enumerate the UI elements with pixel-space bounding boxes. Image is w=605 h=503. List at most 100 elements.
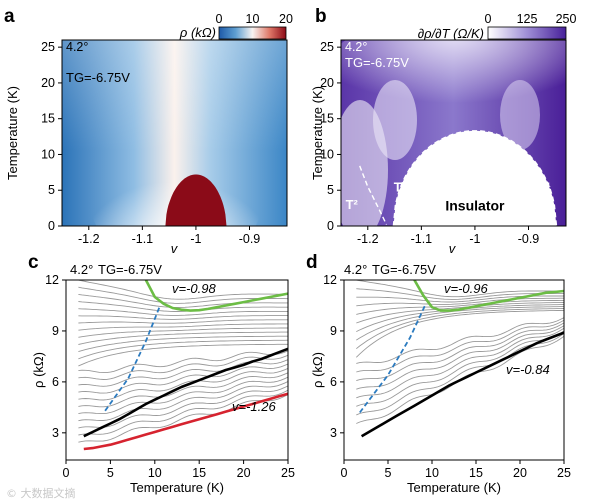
gray-curve-c-11 <box>78 343 288 367</box>
gray-curve-c-6 <box>78 367 288 401</box>
series-label-c-green: v=-0.98 <box>172 281 216 296</box>
ytick-label-b-3: 15 <box>320 112 334 126</box>
region-label-0: T¹ <box>394 180 406 195</box>
gray-curve-c-8 <box>78 359 288 387</box>
xtick-label-d-5: 25 <box>557 466 571 480</box>
series-label-d-black: v=-0.84 <box>506 362 550 377</box>
xtick-label-c-4: 20 <box>237 466 251 480</box>
ytick-label-c-2: 9 <box>52 324 59 338</box>
ylabel-d: ρ (kΩ) <box>310 352 325 388</box>
gray-curve-d-14 <box>356 297 564 307</box>
ytick-label-d-1: 6 <box>330 375 337 389</box>
xtick-label-d-4: 20 <box>513 466 527 480</box>
gray-curve-d-10 <box>356 306 564 341</box>
colorbar-a <box>218 26 287 40</box>
ylabel-c: ρ (kΩ) <box>31 352 46 388</box>
corner-label-c: 4.2° <box>70 262 93 277</box>
region-label-1: T¹ <box>538 180 550 195</box>
gray-curve-c-1 <box>78 389 288 436</box>
gray-curve-family-d <box>355 280 564 424</box>
xlabel-b: v <box>449 241 457 256</box>
gray-curve-d-13 <box>356 299 564 315</box>
ytick-label-b-1: 5 <box>327 183 334 197</box>
colorbar-b <box>487 26 567 40</box>
xtick-label-b-2: -1 <box>469 232 480 246</box>
gray-curve-d-9 <box>356 308 564 350</box>
panel-label-b: b <box>315 6 327 27</box>
gray-curve-d-4 <box>356 325 564 390</box>
xtick-label-a-0: -1.2 <box>78 232 100 246</box>
gray-curve-c-4 <box>78 376 288 415</box>
xlabel-d: Temperature (K) <box>407 480 501 495</box>
colorbar-a-label: ρ (kΩ) <box>179 25 216 40</box>
gray-curve-c-12 <box>78 339 288 360</box>
gray-curve-c-18 <box>78 315 288 320</box>
series-line-d-1 <box>360 331 564 438</box>
ytick-label-a-5: 25 <box>41 40 55 54</box>
tg-annotation-a: TG=-6.75V <box>66 70 130 85</box>
panel-c-line-chart: 0 5 10 15 20 25 3 6 9 12 4.2° TG=-6.75V Temperatu… <box>31 262 295 495</box>
gray-curve-c-7 <box>78 363 288 394</box>
xtick-label-c-2: 10 <box>148 466 162 480</box>
colorbar-b-tick-1: 125 <box>517 12 538 26</box>
colorbar-b-tick-0: 0 <box>485 12 492 26</box>
series-line-c-0 <box>144 280 288 312</box>
xtick-label-b-3: -0.9 <box>518 232 540 246</box>
gray-curve-d-5 <box>356 322 564 382</box>
ytick-label-b-4: 20 <box>320 76 334 90</box>
colorbar-a-tick-1: 10 <box>246 12 260 26</box>
series-label-d-green: v=-0.96 <box>444 281 488 296</box>
panel-d-line-chart: 0 5 10 15 20 25 3 6 9 12 4.2° TG=-6.75V Temperatu… <box>310 262 571 495</box>
gray-curve-c-20 <box>78 301 288 312</box>
gray-curve-d-6 <box>356 319 564 373</box>
gray-curve-c-10 <box>78 350 288 374</box>
ytick-label-a-3: 15 <box>41 112 55 126</box>
ylabel-a: Temperature (K) <box>5 86 20 180</box>
heatmap-a-image <box>62 40 287 226</box>
gray-curve-d-17 <box>356 280 564 298</box>
ytick-label-d-2: 9 <box>330 324 337 338</box>
ytick-label-a-0: 0 <box>48 219 55 233</box>
gray-curve-d-12 <box>356 302 564 324</box>
gray-curve-d-1 <box>356 333 564 416</box>
xtick-label-d-1: 5 <box>385 466 392 480</box>
gray-curve-d-3 <box>356 327 564 399</box>
ytick-label-d-3: 12 <box>323 273 337 287</box>
gray-curve-d-7 <box>356 317 564 364</box>
xtick-label-c-5: 25 <box>281 466 295 480</box>
ylabel-b: Temperature (K) <box>310 86 325 180</box>
crossover-dashed-line-c <box>104 305 161 412</box>
heatmap-b-image <box>341 40 566 226</box>
gray-curve-d-2 <box>356 330 564 407</box>
colorbar-a-tick-2: 20 <box>279 12 293 26</box>
ytick-label-d-0: 3 <box>330 426 337 440</box>
ytick-label-b-0: 0 <box>327 219 334 233</box>
series-label-c-red: v=-1.26 <box>232 399 276 414</box>
gray-curve-c-15 <box>78 327 288 338</box>
gray-curve-c-21 <box>78 293 288 308</box>
xtick-label-a-1: -1.1 <box>132 232 154 246</box>
gray-curve-c-2 <box>78 385 288 429</box>
corner-label-d: 4.2° <box>344 262 367 277</box>
ytick-label-a-2: 10 <box>41 147 55 161</box>
xtick-label-c-1: 5 <box>107 466 114 480</box>
region-label-3: Insulator <box>445 197 505 213</box>
series-line-d-0 <box>413 280 564 312</box>
colorbar-a-tick-0: 0 <box>216 12 223 26</box>
insulator-dome-b <box>393 130 557 226</box>
panel-label-d: d <box>306 252 318 273</box>
series-line-c-1 <box>83 392 288 451</box>
xtick-label-a-2: -1 <box>190 232 201 246</box>
insulator-dome-a <box>165 174 227 226</box>
gray-curve-c-23 <box>78 280 288 300</box>
ytick-label-c-0: 3 <box>52 426 59 440</box>
panel-label-c: c <box>28 252 39 273</box>
xlabel-a: v <box>171 241 179 256</box>
ytick-label-b-5: 25 <box>320 40 334 54</box>
gray-curve-d-8 <box>355 309 564 358</box>
colorbar-b-tick-2: 250 <box>556 12 577 26</box>
t2-boundary-dashed <box>359 165 388 225</box>
